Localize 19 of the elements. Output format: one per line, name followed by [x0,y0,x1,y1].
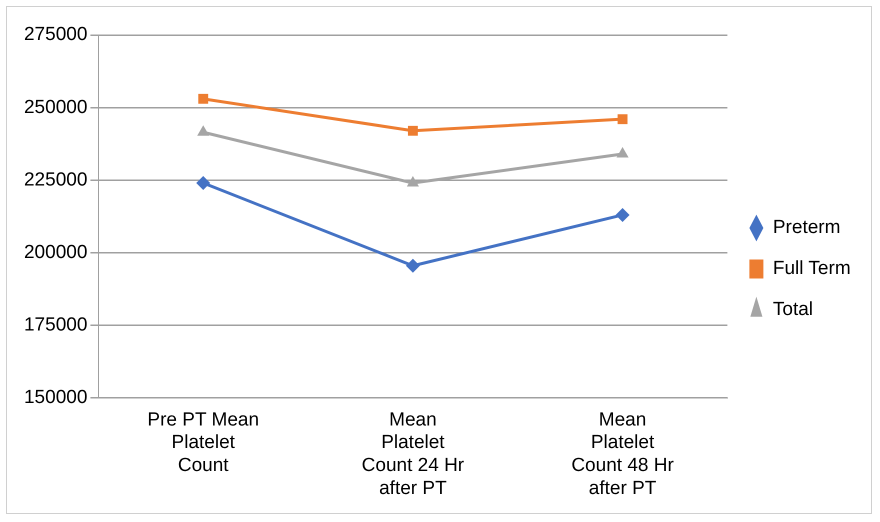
y-tick-label: 150000 [24,387,88,408]
legend-label: Full Term [772,258,851,280]
point [198,94,208,104]
x-tick-label: Mean Platelet Count 48 Hr after PT [571,409,674,499]
y-tick-label: 250000 [24,96,88,118]
y-tick-label: 175000 [24,314,88,336]
y-tick-label: 200000 [24,242,88,263]
y-tick-label: 225000 [24,169,88,190]
point [196,176,210,190]
y-tick-label: 275000 [24,24,88,46]
point [406,176,419,187]
x-tick-label: Pre PT Mean Platelet Count [147,409,260,476]
point [408,126,418,136]
legend-label: Preterm [772,217,840,238]
point [618,114,628,124]
point [616,208,630,222]
point [406,258,420,273]
x-tick-label: Mean Platelet Count 24 Hr after PT [362,409,465,499]
legend-label: Total [772,299,814,320]
